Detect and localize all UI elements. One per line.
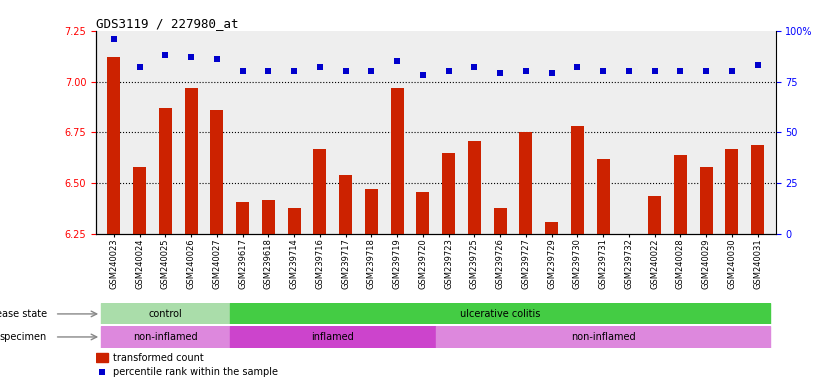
Bar	[726, 149, 738, 234]
Text: non-inflamed: non-inflamed	[133, 332, 198, 342]
Bar	[468, 141, 481, 234]
Point	[468, 64, 481, 70]
Point	[596, 68, 610, 74]
Point	[648, 68, 661, 74]
Point	[158, 52, 172, 58]
Bar	[236, 202, 249, 234]
Text: inflamed: inflamed	[311, 332, 354, 342]
Point	[133, 64, 146, 70]
Bar	[442, 153, 455, 234]
Text: control: control	[148, 309, 183, 319]
Bar	[101, 326, 230, 348]
Point	[570, 64, 584, 70]
Bar	[96, 353, 108, 362]
Point	[751, 62, 764, 68]
Text: transformed count: transformed count	[113, 353, 203, 363]
Text: ulcerative colitis: ulcerative colitis	[460, 309, 540, 319]
Text: GDS3119 / 227980_at: GDS3119 / 227980_at	[96, 17, 239, 30]
Bar	[751, 145, 764, 234]
Bar	[571, 126, 584, 234]
Point	[184, 54, 198, 60]
Bar	[339, 175, 352, 234]
Point	[494, 70, 507, 76]
Bar	[700, 167, 712, 234]
Point	[416, 73, 430, 79]
Point	[674, 68, 687, 74]
Bar	[545, 222, 558, 234]
Point	[236, 68, 249, 74]
Point	[108, 36, 121, 42]
Point	[726, 68, 739, 74]
Bar	[288, 208, 300, 234]
Text: specimen: specimen	[0, 332, 47, 342]
Bar	[622, 234, 636, 236]
Point	[262, 68, 275, 74]
Bar	[365, 189, 378, 234]
Bar	[108, 57, 120, 234]
Bar	[230, 303, 771, 324]
Point	[210, 56, 224, 62]
Text: disease state: disease state	[0, 309, 47, 319]
Point	[700, 68, 713, 74]
Bar	[133, 167, 146, 234]
Bar	[314, 149, 326, 234]
Point	[364, 68, 378, 74]
Bar	[262, 200, 275, 234]
Bar	[210, 110, 224, 234]
Bar	[101, 303, 230, 324]
Text: percentile rank within the sample: percentile rank within the sample	[113, 367, 278, 377]
Bar	[435, 326, 771, 348]
Bar	[230, 326, 435, 348]
Text: non-inflamed: non-inflamed	[570, 332, 636, 342]
Bar	[674, 155, 686, 234]
Point	[390, 58, 404, 65]
Point	[339, 68, 352, 74]
Point	[622, 68, 636, 74]
Point	[314, 64, 327, 70]
Bar	[390, 88, 404, 234]
Point	[520, 68, 533, 74]
Bar	[648, 195, 661, 234]
Bar	[159, 108, 172, 234]
Bar	[185, 88, 198, 234]
Point	[442, 68, 455, 74]
Bar	[520, 132, 532, 234]
Bar	[596, 159, 610, 234]
Point	[545, 70, 558, 76]
Point	[288, 68, 301, 74]
Bar	[494, 208, 506, 234]
Point	[95, 369, 108, 376]
Bar	[416, 192, 430, 234]
